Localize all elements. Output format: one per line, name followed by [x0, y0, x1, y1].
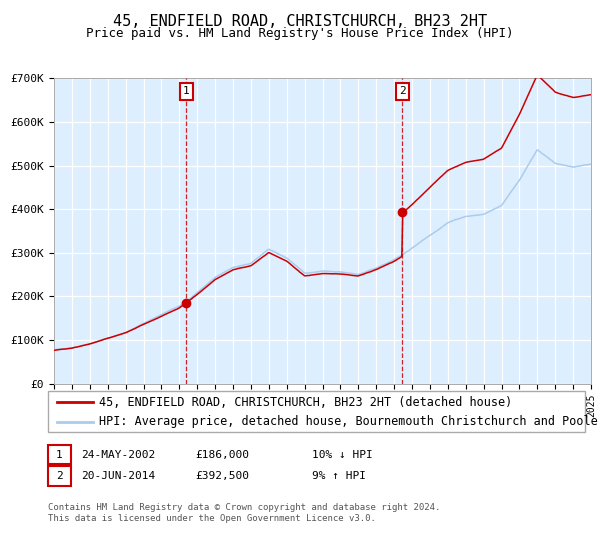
Text: 24-MAY-2002: 24-MAY-2002: [81, 450, 155, 460]
Text: 2: 2: [56, 471, 63, 481]
Text: 45, ENDFIELD ROAD, CHRISTCHURCH, BH23 2HT (detached house): 45, ENDFIELD ROAD, CHRISTCHURCH, BH23 2H…: [99, 396, 512, 409]
Text: 9% ↑ HPI: 9% ↑ HPI: [312, 471, 366, 481]
Text: HPI: Average price, detached house, Bournemouth Christchurch and Poole: HPI: Average price, detached house, Bour…: [99, 415, 598, 428]
Text: Contains HM Land Registry data © Crown copyright and database right 2024.: Contains HM Land Registry data © Crown c…: [48, 503, 440, 512]
Text: 45, ENDFIELD ROAD, CHRISTCHURCH, BH23 2HT: 45, ENDFIELD ROAD, CHRISTCHURCH, BH23 2H…: [113, 14, 487, 29]
Text: 10% ↓ HPI: 10% ↓ HPI: [312, 450, 373, 460]
Text: £186,000: £186,000: [195, 450, 249, 460]
Text: 1: 1: [183, 86, 190, 96]
Text: This data is licensed under the Open Government Licence v3.0.: This data is licensed under the Open Gov…: [48, 514, 376, 523]
Text: 20-JUN-2014: 20-JUN-2014: [81, 471, 155, 481]
Text: Price paid vs. HM Land Registry's House Price Index (HPI): Price paid vs. HM Land Registry's House …: [86, 27, 514, 40]
Text: 1: 1: [56, 450, 63, 460]
Text: £392,500: £392,500: [195, 471, 249, 481]
Text: 2: 2: [399, 86, 406, 96]
